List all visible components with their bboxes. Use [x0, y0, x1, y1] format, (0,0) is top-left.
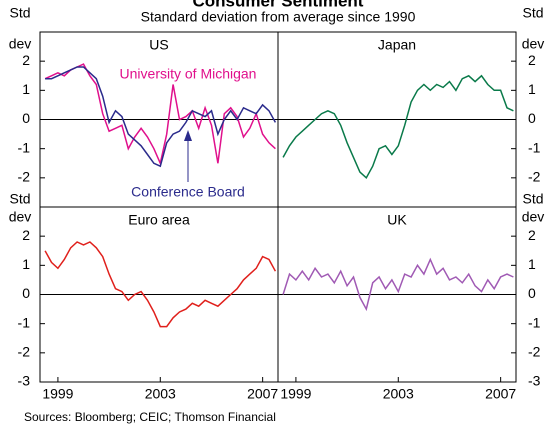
series-line — [282, 74, 514, 179]
y-tick-label: 2 — [528, 52, 536, 68]
y-tick-label: -1 — [18, 314, 31, 330]
y-tick-label: 2 — [528, 227, 536, 243]
panel-title: Euro area — [128, 212, 190, 228]
axis-label: dev — [9, 209, 32, 225]
x-tick-label: 1999 — [42, 386, 73, 402]
series-line — [45, 66, 277, 168]
series-label: Conference Board — [131, 184, 245, 200]
annotation-arrowhead — [184, 130, 192, 141]
series-line — [44, 241, 277, 328]
y-tick-label: 2 — [22, 227, 30, 243]
x-tick-label: 1999 — [280, 386, 311, 402]
y-tick-label: -2 — [18, 344, 31, 360]
axis-label: dev — [9, 36, 32, 52]
chart-title: Consumer Sentiment — [193, 0, 364, 10]
axis-label: dev — [522, 209, 545, 225]
y-tick-label: 0 — [22, 110, 30, 126]
source-note: Sources: Bloomberg; CEIC; Thomson Financ… — [24, 410, 276, 424]
y-tick-label: -2 — [528, 344, 541, 360]
x-tick-label: 2007 — [485, 386, 516, 402]
x-tick-label: 2007 — [247, 386, 278, 402]
series-label: University of Michigan — [120, 66, 257, 82]
axis-label: dev — [522, 36, 545, 52]
axis-label: Std — [522, 191, 543, 207]
y-tick-label: 1 — [528, 256, 536, 272]
y-tick-label: -2 — [18, 169, 31, 185]
y-tick-label: -1 — [528, 139, 541, 155]
y-tick-label: 2 — [22, 52, 30, 68]
y-tick-label: -3 — [528, 373, 541, 389]
panel-title: US — [149, 37, 168, 53]
panel-title: UK — [387, 212, 407, 228]
y-tick-label: -3 — [18, 373, 31, 389]
y-tick-label: 1 — [22, 256, 30, 272]
x-tick-label: 2003 — [383, 386, 414, 402]
y-tick-label: -1 — [18, 139, 31, 155]
axis-label: Std — [9, 191, 30, 207]
x-tick-label: 2003 — [145, 386, 176, 402]
y-tick-label: 0 — [22, 285, 30, 301]
axis-label: Std — [522, 5, 543, 21]
y-tick-label: 1 — [22, 81, 30, 97]
axis-label: Std — [9, 5, 30, 21]
series-line — [44, 63, 276, 166]
series-line — [282, 257, 514, 312]
chart-subtitle: Standard deviation from average since 19… — [141, 9, 416, 25]
y-tick-label: 0 — [528, 285, 536, 301]
panel-title: Japan — [378, 37, 416, 53]
y-tick-label: 0 — [528, 110, 536, 126]
y-tick-label: -2 — [528, 169, 541, 185]
y-tick-label: -1 — [528, 314, 541, 330]
y-tick-label: 1 — [528, 81, 536, 97]
